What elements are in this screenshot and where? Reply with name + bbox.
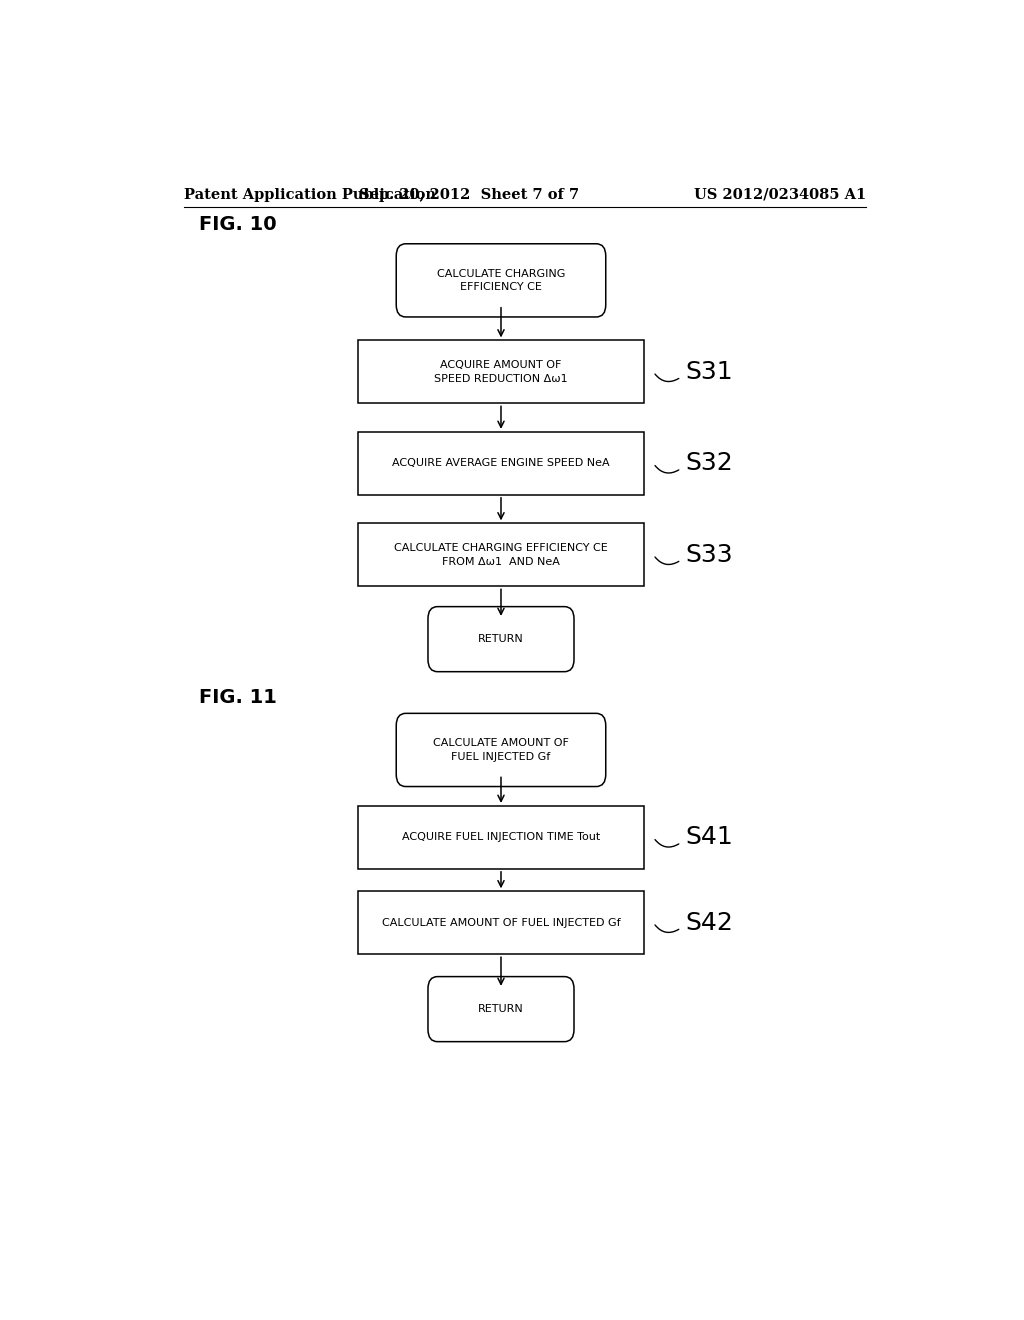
Text: CALCULATE CHARGING
EFFICIENCY CE: CALCULATE CHARGING EFFICIENCY CE [437,268,565,292]
Text: S33: S33 [685,543,733,566]
FancyBboxPatch shape [428,607,574,672]
Text: FIG. 10: FIG. 10 [200,215,278,234]
FancyBboxPatch shape [428,977,574,1041]
Text: Sep. 20, 2012  Sheet 7 of 7: Sep. 20, 2012 Sheet 7 of 7 [359,187,580,202]
FancyBboxPatch shape [358,523,644,586]
Text: S32: S32 [685,451,733,475]
Text: CALCULATE AMOUNT OF
FUEL INJECTED Gf: CALCULATE AMOUNT OF FUEL INJECTED Gf [433,738,569,762]
Text: S41: S41 [685,825,733,849]
Text: S31: S31 [685,360,733,384]
FancyBboxPatch shape [358,432,644,495]
Text: CALCULATE CHARGING EFFICIENCY CE
FROM Δω1  AND NeA: CALCULATE CHARGING EFFICIENCY CE FROM Δω… [394,543,608,566]
Text: S42: S42 [685,911,733,935]
Text: US 2012/0234085 A1: US 2012/0234085 A1 [694,187,866,202]
FancyBboxPatch shape [358,341,644,404]
Text: ACQUIRE AMOUNT OF
SPEED REDUCTION Δω1: ACQUIRE AMOUNT OF SPEED REDUCTION Δω1 [434,360,567,384]
FancyBboxPatch shape [396,244,606,317]
FancyBboxPatch shape [396,713,606,787]
Text: RETURN: RETURN [478,1005,524,1014]
Text: ACQUIRE FUEL INJECTION TIME Tout: ACQUIRE FUEL INJECTION TIME Tout [401,833,600,842]
Text: CALCULATE AMOUNT OF FUEL INJECTED Gf: CALCULATE AMOUNT OF FUEL INJECTED Gf [382,917,621,928]
Text: RETURN: RETURN [478,634,524,644]
Text: FIG. 11: FIG. 11 [200,688,278,706]
FancyBboxPatch shape [358,891,644,954]
FancyBboxPatch shape [358,805,644,869]
Text: Patent Application Publication: Patent Application Publication [183,187,435,202]
Text: ACQUIRE AVERAGE ENGINE SPEED NeA: ACQUIRE AVERAGE ENGINE SPEED NeA [392,458,610,469]
